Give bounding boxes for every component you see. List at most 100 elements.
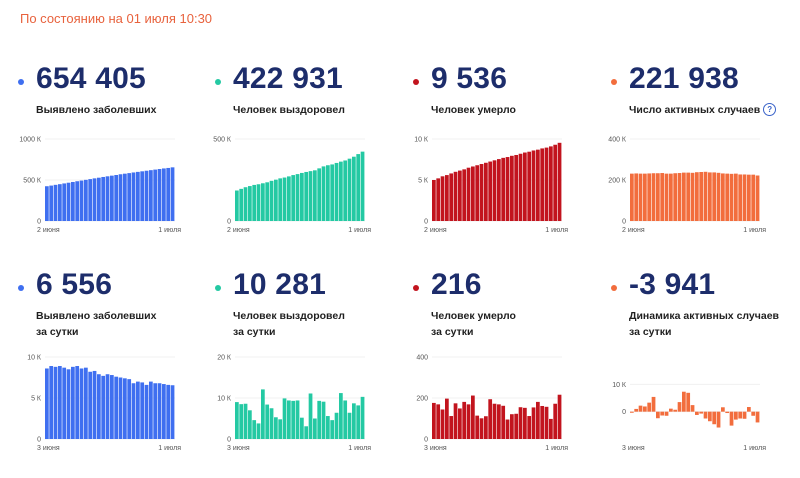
bar: [651, 173, 656, 221]
bar: [140, 382, 145, 439]
bar: [62, 367, 67, 439]
bar: [243, 403, 248, 439]
bar-chart-daily-active-change: 10 К 0 3 июня 1 июля: [612, 382, 766, 452]
x-tick-label: 2 июня: [37, 227, 60, 234]
x-tick-label: 2 июня: [622, 227, 645, 234]
bar: [501, 157, 506, 221]
y-tick-label: 0: [424, 437, 428, 444]
bar: [518, 153, 523, 221]
bar: [313, 170, 317, 221]
bar: [488, 399, 493, 439]
bar: [549, 146, 553, 221]
help-icon[interactable]: ?: [763, 103, 777, 116]
bar: [643, 173, 647, 221]
bar: [157, 383, 162, 439]
bar: [544, 406, 549, 439]
bar: [235, 190, 239, 221]
stat-label-line1: Человек умерло: [431, 310, 516, 322]
stat-label-line1: Выявлено заболевших: [36, 310, 157, 322]
bar: [453, 171, 458, 221]
bar: [669, 173, 673, 221]
bullet-dot: [611, 285, 617, 291]
bar: [695, 411, 699, 415]
bar: [557, 394, 562, 439]
bullet-dot: [18, 285, 24, 291]
x-tick-label: 3 июня: [622, 445, 645, 452]
bar: [458, 408, 462, 439]
bar: [347, 158, 352, 221]
bar: [334, 412, 339, 439]
stat-label: Выявлено заболевших: [36, 102, 156, 118]
bar: [682, 172, 686, 221]
bar: [510, 155, 514, 221]
bar-chart-total-cases: 1000 К 500 К 02 июня 1 июля: [19, 137, 181, 235]
x-tick-label: 3 июня: [227, 445, 250, 452]
bar: [248, 410, 252, 439]
bar: [71, 181, 75, 221]
bar: [295, 174, 300, 221]
bar: [514, 154, 519, 221]
stat-label-line1: Выявлено заболевших: [36, 104, 157, 116]
bar: [466, 167, 471, 221]
bar: [53, 366, 58, 439]
bar: [751, 411, 756, 416]
bar: [695, 172, 699, 221]
bar: [540, 405, 545, 439]
bar: [523, 152, 527, 221]
bar: [630, 173, 634, 221]
bar: [449, 416, 454, 439]
bar: [682, 391, 686, 412]
bar: [97, 374, 101, 439]
bar: [531, 150, 536, 221]
bar: [321, 401, 326, 439]
bar: [127, 379, 132, 439]
bar: [278, 178, 283, 221]
bar: [673, 173, 678, 221]
bar: [330, 420, 335, 439]
bar: [638, 173, 643, 221]
bar: [475, 415, 480, 439]
bar: [360, 396, 365, 439]
y-tick-label: 0: [622, 409, 626, 416]
bar: [677, 173, 682, 221]
stat-label-line2: за сутки: [629, 326, 672, 338]
bar: [287, 176, 291, 221]
bar: [136, 381, 140, 439]
y-tick-label: 400: [416, 355, 428, 362]
bar: [647, 402, 652, 412]
bar: [300, 172, 304, 221]
bar: [449, 173, 454, 221]
bar: [738, 411, 743, 419]
bar: [326, 165, 330, 221]
bar: [144, 170, 149, 221]
bar: [66, 182, 71, 221]
bar: [123, 173, 127, 221]
bar: [144, 384, 149, 439]
x-tick-label: 1 июля: [743, 445, 766, 452]
bar: [690, 405, 695, 412]
bar: [742, 411, 747, 419]
bar: [510, 414, 514, 439]
bar: [114, 376, 119, 439]
bar: [123, 378, 127, 439]
bar: [436, 178, 441, 221]
y-tick-label: 500 К: [23, 178, 42, 185]
bar: [360, 151, 365, 221]
bar: [239, 188, 244, 221]
bar: [634, 173, 639, 221]
bar: [432, 180, 436, 221]
bar: [445, 175, 449, 221]
bar: [647, 173, 652, 221]
y-tick-label: 5 К: [418, 178, 429, 185]
bar: [97, 177, 101, 221]
y-tick-label: 200 К: [608, 178, 627, 185]
stat-value: 422 931: [233, 62, 343, 95]
bar: [440, 409, 445, 439]
bullet-dot: [611, 79, 617, 85]
bar: [287, 400, 291, 439]
bar: [339, 393, 343, 439]
y-tick-label: 0: [227, 437, 231, 444]
bar: [291, 175, 296, 221]
x-tick-label: 3 июня: [37, 445, 60, 452]
bar: [712, 172, 717, 221]
